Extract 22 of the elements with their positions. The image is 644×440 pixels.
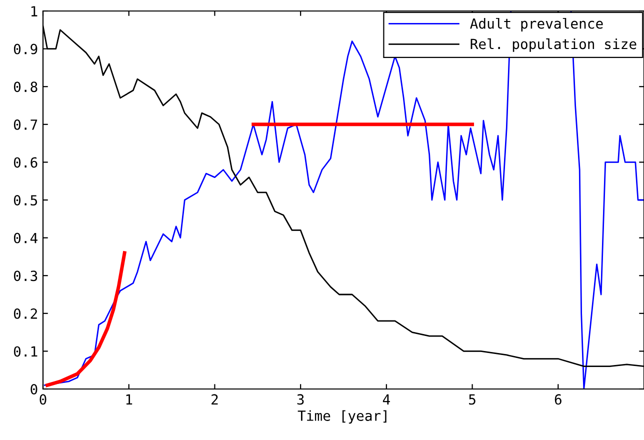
y-tick-label: 0.4 bbox=[14, 232, 38, 244]
y-tick-label: 0.9 bbox=[14, 44, 38, 54]
y-tick-label: 0.6 bbox=[14, 157, 38, 168]
y-tick-label: 0.2 bbox=[14, 308, 37, 319]
legend-label: Adult prevalence bbox=[470, 18, 603, 32]
line-series bbox=[46, 251, 126, 387]
x-tick-label: 6 bbox=[554, 394, 562, 405]
y-tick-label: 0.1 bbox=[14, 346, 38, 357]
x-tick-label: 4 bbox=[382, 394, 390, 404]
x-tick-label: 2 bbox=[212, 394, 218, 404]
y-tick-label: 0.7 bbox=[14, 119, 38, 130]
x-axis-title: Time [year] bbox=[298, 410, 386, 424]
y-tick-label: 1 bbox=[31, 6, 38, 16]
y-tick-label: 0 bbox=[30, 384, 38, 395]
y-tick-label: 0.8 bbox=[14, 82, 38, 92]
x-tick-label: 3 bbox=[297, 394, 304, 405]
y-tick-label: 0.3 bbox=[14, 270, 38, 282]
x-tick-label: 5 bbox=[469, 394, 476, 405]
x-tick-label: 1 bbox=[126, 394, 132, 404]
y-tick-label: 0.5 bbox=[14, 195, 38, 206]
legend-label: Rel. population size bbox=[470, 38, 636, 52]
x-tick-label: 0 bbox=[40, 394, 46, 405]
